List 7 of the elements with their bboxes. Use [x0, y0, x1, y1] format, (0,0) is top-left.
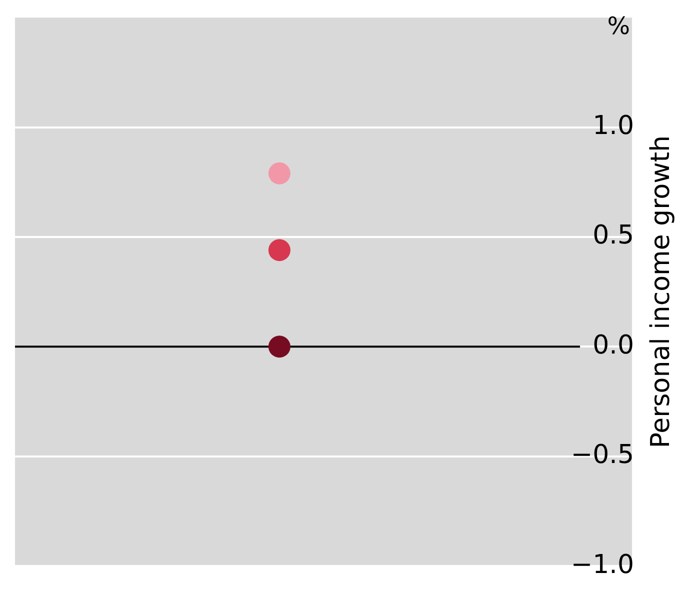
y-tick-label: −1.0 — [570, 550, 634, 580]
y-tick-label: −0.5 — [570, 440, 634, 470]
y-tick-label: 0.5 — [592, 220, 634, 251]
y-tick-label: 1.0 — [592, 111, 634, 142]
y-tick-label: 0.0 — [592, 330, 634, 360]
y-axis-title: Personal income growth — [646, 135, 676, 448]
annotation: % — [607, 12, 630, 40]
